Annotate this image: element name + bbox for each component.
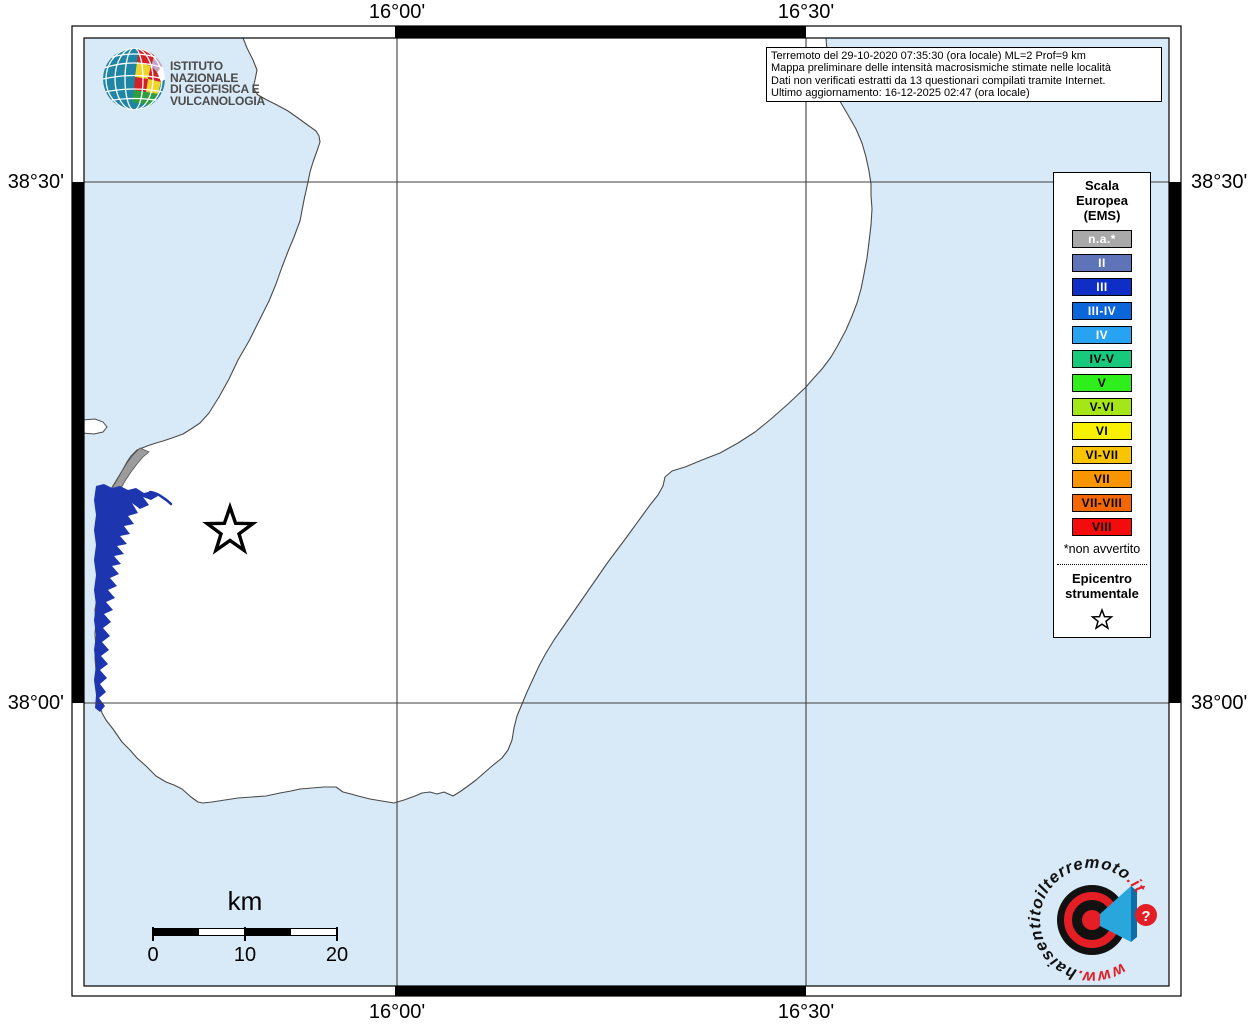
legend-swatch-VII: VII xyxy=(1072,470,1132,488)
graticule xyxy=(84,38,1169,986)
earthquake-info-box: Terremoto del 29-10-2020 07:35:30 (ora l… xyxy=(766,47,1162,103)
legend-swatch-II: II xyxy=(1072,254,1132,272)
legend-epicenter-label1: Epicentro xyxy=(1072,571,1132,586)
small-peninsula xyxy=(84,418,108,435)
legend-swatch-III: III xyxy=(1072,278,1132,296)
legend-swatch-IV-V: IV-V xyxy=(1072,350,1132,368)
legend-swatch-VI: VI xyxy=(1072,422,1132,440)
scale-bar-title: km xyxy=(227,886,263,916)
legend-swatch-VIII: VIII xyxy=(1072,518,1132,536)
scale-tick-10: 10 xyxy=(233,944,257,966)
legend-title-line3: (EMS) xyxy=(1083,208,1121,223)
axis-label-top-16-30: 16°30' xyxy=(777,1,835,23)
ingv-name-line2: DI GEOFISICA E VULCANOLOGIA xyxy=(170,82,265,108)
haisentitoilterremoto-logo: ? www.haisentitoilterremoto.it xyxy=(1026,854,1157,986)
ingv-globe-icon xyxy=(103,48,165,110)
legend-swatch-IV: IV xyxy=(1072,326,1132,344)
info-line-updated: Ultimo aggiornamento: 16-12-2025 02:47 (… xyxy=(771,86,1030,99)
legend-divider xyxy=(1057,564,1147,565)
ingv-name-line1: ISTITUTO NAZIONALE xyxy=(170,59,239,85)
legend-swatch-n.a.*: n.a.* xyxy=(1072,230,1132,248)
legend-swatch-III-IV: III-IV xyxy=(1072,302,1132,320)
info-line-map-type: Mappa preliminare delle intensità macros… xyxy=(771,62,1111,75)
axis-label-right-38-00: 38°00' xyxy=(1191,692,1248,714)
land-area xyxy=(94,38,873,804)
legend-swatch-VII-VIII: VII-VIII xyxy=(1072,494,1132,512)
info-line-event: Terremoto del 29-10-2020 07:35:30 (ora l… xyxy=(771,50,1086,62)
axis-label-left-38-00: 38°00' xyxy=(7,692,64,714)
epicenter-star-icon xyxy=(202,501,258,555)
megaphone-icon xyxy=(1100,886,1137,942)
question-mark-icon: ? xyxy=(1135,904,1157,926)
water-feature xyxy=(94,484,158,712)
water-feature-stream xyxy=(148,490,173,506)
intensity-legend: Scala Europea (EMS) n.a.* II III III-IV IV IV… xyxy=(1053,172,1151,638)
map-frame xyxy=(71,25,1182,997)
scale-tick-0: 0 xyxy=(147,944,159,966)
axis-label-top-16-00: 16°00' xyxy=(368,1,426,23)
legend-star-icon xyxy=(1090,607,1114,630)
legend-title-line1: Scala xyxy=(1085,178,1119,193)
legend-swatch-V-VI: V-VI xyxy=(1072,398,1132,416)
scale-tick-20: 20 xyxy=(325,944,349,966)
axis-label-right-38-30: 38°30' xyxy=(1191,171,1248,193)
info-line-data-source: Dati non verificati estratti da 13 quest… xyxy=(771,74,1106,87)
scale-bar: km 0 10 20 xyxy=(147,886,348,966)
legend-swatch-list: n.a.* II III III-IV IV IV-V V V-VI VI VI-VII VII VI… xyxy=(1054,230,1150,536)
legend-footnote: *non avvertito xyxy=(1063,542,1141,556)
legend-title-line2: Europea xyxy=(1075,193,1128,208)
axis-label-left-38-30: 38°30' xyxy=(7,171,64,193)
legend-swatch-V: V xyxy=(1072,374,1132,392)
bullseye-center xyxy=(1082,910,1102,930)
legend-swatch-VI-VII: VI-VII xyxy=(1072,446,1132,464)
svg-text:?: ? xyxy=(1141,908,1150,925)
axis-label-bottom-16-00: 16°00' xyxy=(368,1001,426,1023)
legend-epicenter-label2: strumentale xyxy=(1065,586,1139,601)
axis-label-bottom-16-30: 16°30' xyxy=(777,1001,835,1023)
